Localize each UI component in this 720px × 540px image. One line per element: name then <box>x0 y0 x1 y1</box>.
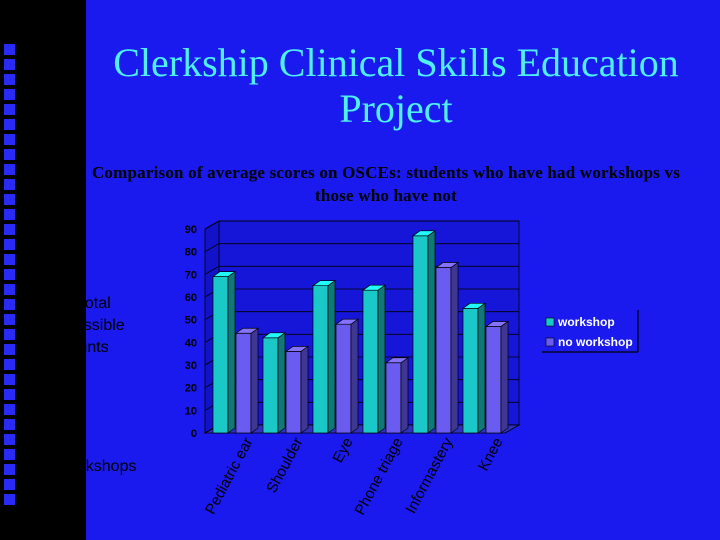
bar-no-workshop-side <box>400 357 409 434</box>
bar-workshop-side <box>277 332 286 434</box>
bar-workshop-front <box>312 285 329 434</box>
y-tick-label: 80 <box>185 247 197 259</box>
bar-no-workshop-front <box>485 326 502 434</box>
x-axis-label: workshops <box>60 458 137 475</box>
strip-chip <box>4 329 15 340</box>
bar-no-workshop-top <box>384 357 410 364</box>
y-axis-label-line-3: points <box>66 339 109 356</box>
strip-chip <box>4 59 15 70</box>
bar-workshop-front <box>362 289 379 434</box>
bar-workshop-side <box>327 279 336 434</box>
bar-no-workshop-front <box>285 351 302 434</box>
y-tick-label: 10 <box>185 405 197 417</box>
x-category-label: Shoulder <box>263 435 306 496</box>
x-category-label: Knee <box>475 435 506 474</box>
bar-workshop-front <box>212 276 229 434</box>
legend-label-no-workshop: no workshop <box>558 335 633 349</box>
y-gridline <box>204 220 519 230</box>
strip-chip <box>4 224 15 235</box>
strip-chip <box>4 164 15 175</box>
strip-chip <box>4 434 15 445</box>
bar-workshop-top <box>461 302 487 309</box>
strip-chip <box>4 464 15 475</box>
strip-chip <box>4 374 15 385</box>
chart-title: Comparison of average scores on OSCEs: s… <box>91 163 681 205</box>
strip-chip <box>4 419 15 430</box>
y-tick-label: 90 <box>185 224 197 236</box>
bar-no-workshop-top <box>484 321 510 327</box>
y-tick-label: 30 <box>185 360 197 372</box>
bar-no-workshop-top <box>284 346 310 352</box>
y-tick-label: 70 <box>185 269 197 281</box>
bar-no-workshop-front <box>335 323 352 434</box>
y-axis-label: % of total possible points <box>44 293 125 359</box>
strip-chip <box>4 404 15 415</box>
bar-no-workshop-front <box>235 332 252 434</box>
bar-workshop-side <box>477 302 486 434</box>
strip-chip <box>4 194 15 205</box>
bar-workshop-top <box>311 280 337 287</box>
strip-chip <box>4 209 15 220</box>
strip-chip <box>4 44 15 55</box>
bar-no-workshop-top <box>234 327 260 334</box>
strip-chip <box>4 389 15 400</box>
bar-workshop-side <box>427 230 436 434</box>
y-tick-label: 50 <box>185 315 197 327</box>
strip-chip <box>4 239 15 250</box>
x-category-label: Eye <box>329 435 356 466</box>
bar-no-workshop-top <box>334 318 360 325</box>
legend-swatch-workshop <box>545 317 555 327</box>
y-tick-label: 0 <box>191 428 197 440</box>
strip-chip <box>4 254 15 265</box>
strip-chip <box>4 494 15 505</box>
strip-chip <box>4 269 15 280</box>
strip-chip <box>4 149 15 160</box>
slide-title: Clerkship Clinical Skills Education Proj… <box>113 40 679 131</box>
bar-no-workshop-side <box>450 261 459 434</box>
bar-no-workshop-front <box>385 362 402 434</box>
bar-workshop-front <box>462 307 479 434</box>
strip-chip <box>4 284 15 295</box>
strip-chip <box>4 74 15 85</box>
bar-no-workshop-top <box>434 262 460 268</box>
bar-no-workshop-front <box>435 267 452 434</box>
x-category-label: Pediatric ear <box>202 435 257 517</box>
strip-chip <box>4 179 15 190</box>
strip-chip <box>4 134 15 145</box>
strip-chip <box>4 449 15 460</box>
strip-chip <box>4 344 15 355</box>
x-category-label: Phone triage <box>352 435 407 518</box>
bar-no-workshop-side <box>350 318 359 434</box>
y-tick-label: 40 <box>185 337 197 349</box>
strip-chip <box>4 479 15 490</box>
bar-workshop-top <box>361 284 387 291</box>
legend-label-workshop: workshop <box>557 315 615 329</box>
bar-no-workshop-side <box>500 320 509 434</box>
x-category-label: Informastery <box>402 434 456 516</box>
bar-no-workshop-side <box>250 327 259 434</box>
legend-swatch-no-workshop <box>545 337 555 347</box>
bar-workshop-side <box>227 270 236 434</box>
bar-workshop-side <box>377 284 386 434</box>
strip-chip <box>4 359 15 370</box>
strip-chip <box>4 119 15 130</box>
y-axis-label-line-1: % of total <box>44 295 111 312</box>
y-tick-label: 60 <box>185 292 197 304</box>
strip-chip <box>4 89 15 100</box>
bar-workshop-top <box>411 230 437 237</box>
bar-workshop-front <box>262 337 279 434</box>
strip-chip <box>4 299 15 310</box>
strip-chip <box>4 314 15 325</box>
bar-workshop-top <box>211 271 237 277</box>
strip-chip <box>4 104 15 115</box>
bar-workshop-front <box>412 235 429 434</box>
bar-workshop-top <box>261 332 287 339</box>
chip-pattern <box>0 0 24 540</box>
y-tick-label: 20 <box>185 383 197 395</box>
y-axis-label-line-2: possible <box>66 317 125 334</box>
bar-no-workshop-side <box>300 345 309 434</box>
